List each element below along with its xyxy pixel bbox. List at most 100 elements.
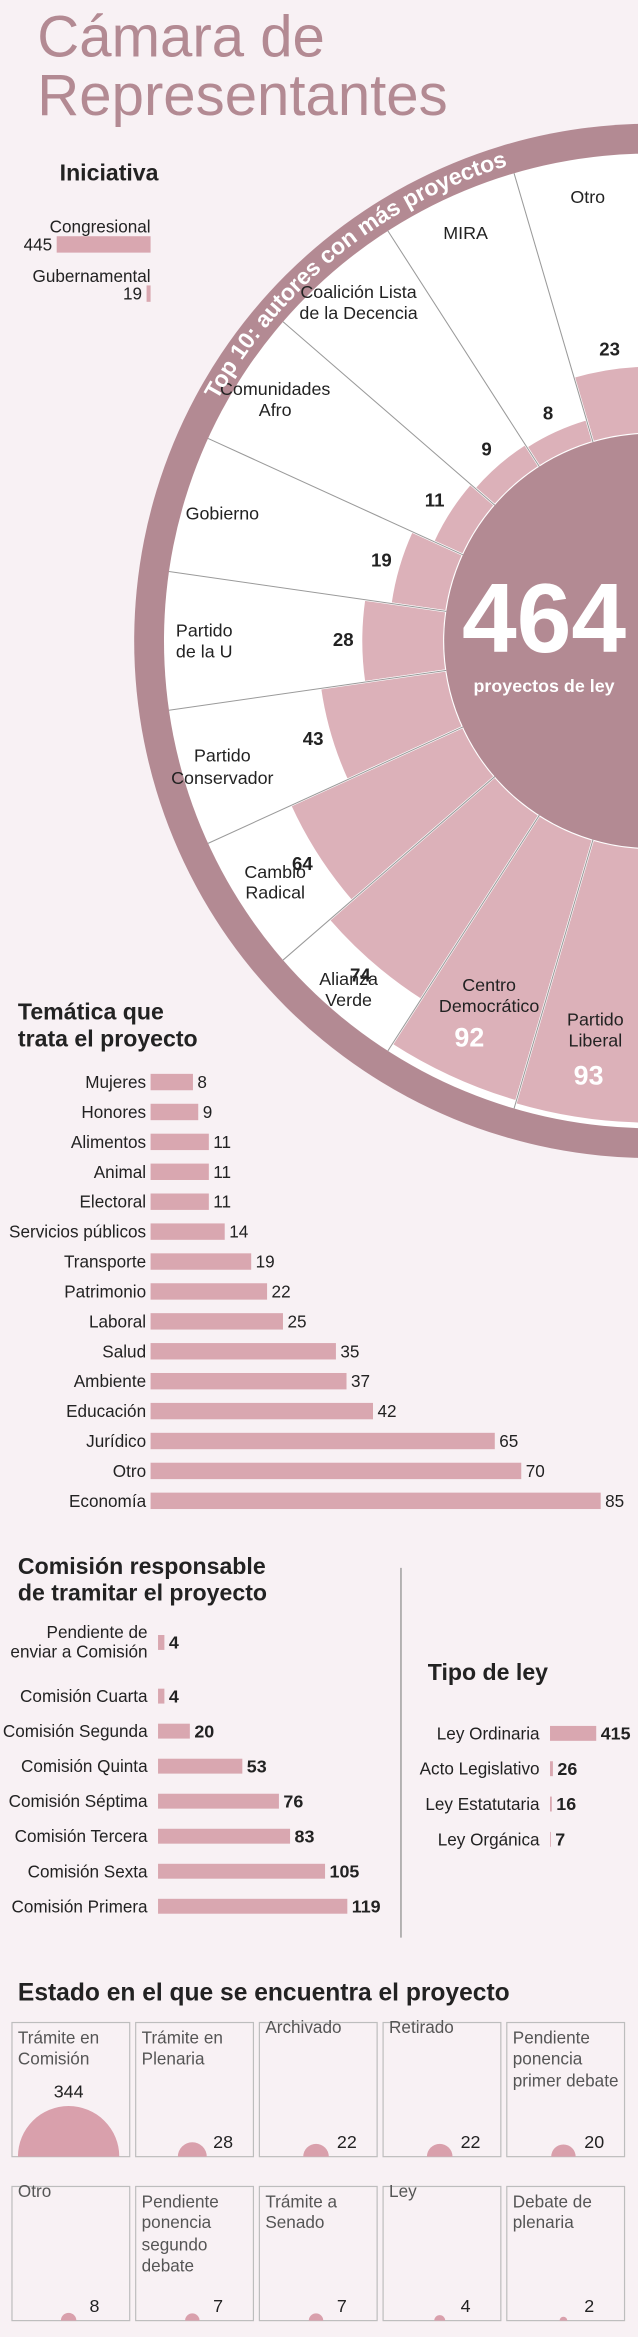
value-label: 105 [330,1861,360,1881]
status-label-wrap: Debate de plenaria [513,2192,626,2311]
page-title: Cámara de Representantes [37,8,448,129]
value-label: 7 [337,2296,347,2316]
sector-divider [387,814,540,1052]
category-label-wrap: Partido de la U [122,604,286,679]
category-label-wrap: Cambio Radical [193,845,357,920]
value-label: 4 [169,1633,179,1653]
bar [150,1402,373,1420]
bar [56,236,151,253]
category-label: Coalición Lista de la Decencia [299,281,418,324]
value-label: 2 [584,2296,594,2316]
value-label: 16 [556,1794,576,1814]
value-label: 42 [377,1401,396,1421]
category-label: MIRA [443,223,488,243]
value-label: 8 [89,2296,99,2316]
value-label: 344 [54,2081,84,2101]
value-label: 11 [425,490,445,511]
category-label: Transporte [64,1252,146,1272]
bar [150,1193,209,1210]
value-label: 11 [213,1162,231,1182]
bar [146,285,151,302]
category-label-box: Comunidades Afro [220,378,330,420]
bar [550,1725,597,1741]
status-label: Trámite en Plenaria [141,2029,223,2070]
category-label: Otro [570,187,605,207]
category-label-box: Partido de la U [122,604,286,679]
category-label-box: Alianza Verde [319,969,378,1011]
bar [150,1462,522,1480]
value-label: 19 [371,550,392,571]
value-label: 64 [292,853,313,874]
category-label: Patrimonio [64,1281,146,1301]
category-label: Partido Liberal [567,1009,624,1052]
semicircle [559,2316,568,2321]
category-label-box: Cambio Radical [193,845,357,920]
status-label: Retirado [389,2017,454,2037]
bar [150,1492,601,1510]
chart-title: Temática que trata el proyecto [17,1000,198,1053]
value-label: 22 [272,1281,291,1301]
status-label-wrap: Pendiente ponencia segundo debate [142,2192,255,2311]
category-label: Centro Democrático [438,974,540,1017]
center-circle [444,434,638,848]
bar [158,1635,165,1650]
category-label: Ley Orgánica [438,1829,540,1849]
category-label: Electoral [79,1192,146,1212]
chart-title-box: Comisión responsable de tramitar el proy… [17,1554,267,1608]
category-label: Cambio Radical [244,861,307,904]
page-title-box: Cámara de Representantes [37,8,448,129]
semicircle [185,2313,200,2321]
semicircle [17,2105,120,2157]
semicircle [434,2315,446,2321]
category-label-box: Centro Democrático [407,959,571,1034]
category-label: Comisión Tercera [15,1826,148,1846]
bar [150,1313,283,1330]
category-label: Gubernamental [33,266,151,286]
bar [158,1898,348,1914]
sector-divider [387,230,540,467]
chart-title: Tipo de ley [428,1659,548,1685]
category-label-wrap: Coalición Lista de la Decencia [277,266,441,341]
value-label: 11 [213,1192,231,1212]
value-label: 25 [287,1311,306,1331]
category-label: Comisión Quinta [21,1756,148,1776]
value-label: 19 [256,1252,275,1272]
value-label: 11 [213,1132,231,1152]
value-label: 74 [350,965,371,986]
status-label: Archivado [265,2017,341,2037]
value-label: 70 [526,1461,545,1481]
category-label: Gobierno [186,504,260,524]
bar [550,1796,552,1812]
value-label: 35 [340,1341,359,1361]
bar [150,1163,209,1180]
status-label: Trámite a Senado [265,2193,338,2234]
value-label: 8 [543,403,553,424]
bar [150,1253,252,1270]
value-label: 119 [352,1896,381,1916]
chart-title: Estado en el que se encuentra el proyect… [18,1980,510,2007]
value-label: 28 [333,629,354,650]
category-label: Acto Legislativo [420,1759,540,1779]
bar [150,1133,209,1151]
status-label: Trámite en Comisión [17,2029,100,2070]
value-label: 76 [283,1791,303,1811]
value-label: 9 [203,1102,213,1122]
sector-divider [168,669,447,711]
bar [550,1831,551,1847]
value-label: 22 [337,2132,357,2152]
bar [158,1828,291,1844]
value-label: 92 [454,1023,484,1053]
category-label: Comisión Primera [12,1896,149,1916]
status-label-wrap: Trámite en Plenaria [142,2028,255,2147]
chart-title: Comisión responsable de tramitar el proy… [17,1554,267,1608]
value-label: 28 [213,2132,233,2152]
value-label: 8 [197,1072,207,1092]
bar [150,1283,268,1300]
value-label: 19 [123,284,142,304]
value-label: 23 [599,339,620,360]
bar [158,1688,165,1704]
value-label: 4 [169,1686,179,1706]
category-label: Pendiente de enviar a Comisión [10,1625,148,1662]
category-label-wrap: Centro Democrático [407,959,571,1034]
category-label: Comisión Cuarta [20,1686,148,1706]
